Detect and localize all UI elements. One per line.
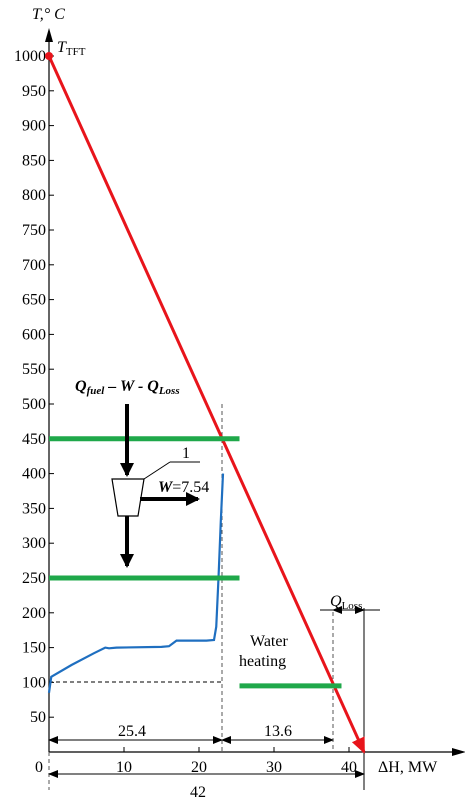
x-tick-label-4: 40	[341, 759, 357, 776]
x-axis-arrow	[452, 748, 465, 756]
y-tick-label-10: 500	[22, 396, 46, 413]
y-tick-label-9: 550	[22, 361, 46, 378]
y-axis-arrow	[45, 28, 53, 42]
y-tick-label-2: 900	[22, 118, 46, 135]
work-label: W=7.54	[158, 479, 209, 496]
y-tick-label-7: 650	[22, 292, 46, 309]
q-fuel-label: Qfuel – W - QLoss	[75, 378, 180, 397]
t-tft-sub: TFT	[66, 46, 86, 58]
water-heating-line2: heating	[239, 653, 286, 670]
y-tick-label-4: 800	[22, 187, 46, 204]
y-tick-label-18: 100	[22, 674, 46, 691]
y-tick-label-3: 850	[22, 152, 46, 169]
x-tick-label-1: 10	[116, 759, 132, 776]
series-group	[47, 55, 366, 754]
y-tick-label-14: 300	[22, 535, 46, 552]
dim-label-1: 25.4	[118, 723, 146, 740]
turbine-leader	[143, 461, 171, 480]
y-axis-title: T,° C	[32, 6, 65, 23]
turbine-id: 1	[182, 445, 190, 462]
x-axis-title: ΔH, MW	[378, 759, 438, 776]
dim-label-total: 42	[190, 784, 206, 801]
y-tick-label-15: 250	[22, 570, 46, 587]
x-tick-label-0: 0	[35, 759, 43, 776]
y-tick-label-12: 400	[22, 466, 46, 483]
series-red-line	[47, 55, 366, 754]
y-ticks: 1000 950 900 850 800 750 700 650 600 550 500 450 400…	[14, 48, 54, 726]
y-tick-label-8: 600	[22, 326, 46, 343]
y-tick-label-19: 50	[30, 709, 46, 726]
q-loss-label: QLoss	[330, 593, 362, 612]
dim-label-2: 13.6	[264, 723, 292, 740]
y-tick-label-5: 750	[22, 222, 46, 239]
t-tft-label: TTFT	[57, 39, 86, 58]
series-blue-curve	[47, 473, 225, 693]
turbine-icon	[111, 478, 145, 517]
x-tick-label-3: 30	[266, 759, 282, 776]
y-tick-label-13: 350	[22, 500, 46, 517]
y-tick-label-6: 700	[22, 257, 46, 274]
water-heating-line1: Water	[250, 633, 288, 650]
y-tick-label-16: 200	[22, 605, 46, 622]
x-tick-label-2: 20	[191, 759, 207, 776]
y-tick-label-1: 950	[22, 83, 46, 100]
x-ticks: 0 10 20 30 40	[35, 747, 357, 776]
y-tick-label-0: 1000	[14, 48, 46, 65]
y-tick-label-11: 450	[22, 431, 46, 448]
y-tick-label-17: 150	[22, 640, 46, 657]
t-tft-point	[45, 52, 53, 60]
